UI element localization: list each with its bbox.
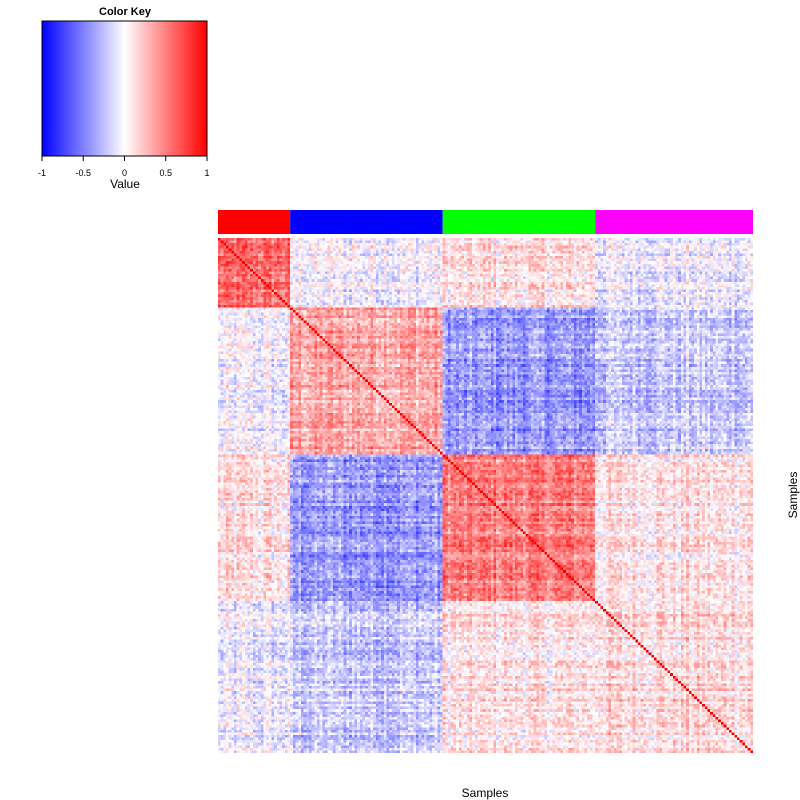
color-key-ticks: -1 -0.5 0 0.5 1: [38, 156, 210, 178]
color-key-tick-label: -1: [38, 168, 46, 178]
color-key-tick-label: 1: [204, 168, 209, 178]
group-bar-segment: [595, 210, 753, 234]
color-key-tick-label: 0.5: [159, 168, 172, 178]
heatmap-cells: [218, 238, 753, 753]
color-key-tick-label: 0: [122, 168, 127, 178]
color-key: Color Key -1 -0.5 0 0.5 1 Value: [38, 6, 210, 191]
x-axis-label: Samples: [462, 786, 509, 800]
group-bar-segment: [290, 210, 443, 234]
color-key-title: Color Key: [99, 6, 152, 18]
color-key-tick-label: -0.5: [75, 168, 91, 178]
color-key-gradient: [41, 20, 208, 157]
group-color-bar: [218, 210, 753, 234]
group-bar-segment: [442, 210, 596, 234]
color-key-label: Value: [110, 177, 140, 191]
y-axis-label: Samples: [786, 472, 800, 519]
group-bar-segment: [218, 210, 291, 234]
